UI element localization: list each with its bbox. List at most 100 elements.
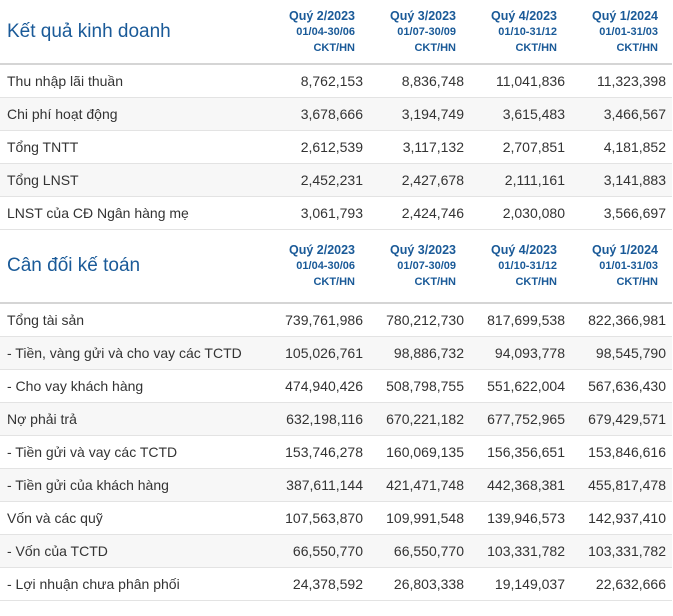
table-row: Chi phí hoạt động 3,678,666 3,194,749 3,615…: [0, 97, 672, 131]
row-value: 98,886,732: [369, 336, 470, 370]
row-value: 94,093,778: [470, 336, 571, 370]
row-value: 153,846,616: [571, 435, 672, 469]
row-label: - Tiền gửi và vay các TCTD: [0, 435, 268, 469]
period-unit: CKT/HN: [414, 41, 456, 54]
row-value: 677,752,965: [470, 402, 571, 436]
row-value: 3,566,697: [571, 196, 672, 230]
row-value: 142,937,410: [571, 501, 672, 535]
financial-summary-table: Kết quả kinh doanh Quý 2/2023 01/04-30/06 C…: [0, 0, 672, 601]
period-date-range: 01/01-31/03: [599, 25, 658, 38]
row-value: 160,069,135: [369, 435, 470, 469]
row-value: 474,940,426: [268, 369, 369, 403]
row-value: 508,798,755: [369, 369, 470, 403]
period-date-range: 01/07-30/09: [397, 25, 456, 38]
period-unit: CKT/HN: [515, 41, 557, 54]
row-value: 11,041,836: [470, 64, 571, 98]
row-value: 3,466,567: [571, 97, 672, 131]
row-value: 822,366,981: [571, 303, 672, 337]
table-row: - Vốn của TCTD 66,550,770 66,550,770 103,33…: [0, 534, 672, 568]
table-row: - Cho vay khách hàng 474,940,426 508,798,7…: [0, 369, 672, 403]
period-header: Quý 3/2023 01/07-30/09 CKT/HN: [369, 229, 470, 304]
row-value: 670,221,182: [369, 402, 470, 436]
table-row: - Tiền gửi của khách hàng 387,611,144 421,…: [0, 468, 672, 502]
table-row: Thu nhập lãi thuần 8,762,153 8,836,748 11,0…: [0, 64, 672, 98]
row-value: 2,707,851: [470, 130, 571, 164]
period-header: Quý 4/2023 01/10-31/12 CKT/HN: [470, 229, 571, 304]
row-label: Tổng LNST: [0, 163, 268, 197]
row-value: 3,194,749: [369, 97, 470, 131]
period-header: Quý 2/2023 01/04-30/06 CKT/HN: [268, 0, 369, 65]
period-unit: CKT/HN: [414, 276, 456, 288]
row-label: Nợ phải trả: [0, 402, 268, 436]
row-value: 3,061,793: [268, 196, 369, 230]
period-date-range: 01/01-31/03: [599, 260, 658, 272]
period-unit: CKT/HN: [515, 276, 557, 288]
row-value: 2,612,539: [268, 130, 369, 164]
row-value: 66,550,770: [369, 534, 470, 568]
row-value: 11,323,398: [571, 64, 672, 98]
period-quarter: Quý 3/2023: [389, 243, 456, 257]
period-header: Quý 1/2024 01/01-31/03 CKT/HN: [571, 229, 672, 304]
row-value: 632,198,116: [268, 402, 369, 436]
row-value: 3,117,132: [369, 130, 470, 164]
period-quarter: Quý 3/2023: [389, 8, 456, 23]
row-value: 2,424,746: [369, 196, 470, 230]
table-row: LNST của CĐ Ngân hàng mẹ 3,061,793 2,424,7…: [0, 196, 672, 230]
period-unit: CKT/HN: [313, 276, 355, 288]
section-header-row: Kết quả kinh doanh Quý 2/2023 01/04-30/06 C…: [0, 0, 672, 65]
row-value: 2,111,161: [470, 163, 571, 197]
section-header-row: Cân đối kế toán Quý 2/2023 01/04-30/06 CKT/…: [0, 229, 672, 304]
row-value: 8,836,748: [369, 64, 470, 98]
row-value: 153,746,278: [268, 435, 369, 469]
period-header: Quý 3/2023 01/07-30/09 CKT/HN: [369, 0, 470, 65]
row-value: 3,615,483: [470, 97, 571, 131]
period-header: Quý 1/2024 01/01-31/03 CKT/HN: [571, 0, 672, 65]
row-value: 739,761,986: [268, 303, 369, 337]
row-value: 3,141,883: [571, 163, 672, 197]
row-value: 105,026,761: [268, 336, 369, 370]
period-unit: CKT/HN: [616, 41, 658, 54]
row-value: 567,636,430: [571, 369, 672, 403]
row-value: 156,356,651: [470, 435, 571, 469]
table-row: Nợ phải trả 632,198,116 670,221,182 677,752…: [0, 402, 672, 436]
table-row: Tổng tài sản 739,761,986 780,212,730 817,69…: [0, 303, 672, 337]
row-value: 103,331,782: [470, 534, 571, 568]
row-value: 22,632,666: [571, 567, 672, 601]
period-date-range: 01/04-30/06: [296, 25, 355, 38]
period-header: Quý 4/2023 01/10-31/12 CKT/HN: [470, 0, 571, 65]
row-value: 19,149,037: [470, 567, 571, 601]
period-quarter: Quý 2/2023: [288, 8, 355, 23]
period-date-range: 01/10-31/12: [498, 260, 557, 272]
row-value: 2,452,231: [268, 163, 369, 197]
period-date-range: 01/10-31/12: [498, 25, 557, 38]
row-value: 66,550,770: [268, 534, 369, 568]
row-value: 107,563,870: [268, 501, 369, 535]
row-label: - Lợi nhuận chưa phân phối: [0, 567, 268, 601]
row-value: 387,611,144: [268, 468, 369, 502]
period-date-range: 01/07-30/09: [397, 260, 456, 272]
row-value: 98,545,790: [571, 336, 672, 370]
row-value: 139,946,573: [470, 501, 571, 535]
table-row: Tổng TNTT 2,612,539 3,117,132 2,707,851 4,18…: [0, 130, 672, 164]
row-label: Thu nhập lãi thuần: [0, 64, 268, 98]
row-label: Chi phí hoạt động: [0, 97, 268, 131]
row-label: - Tiền, vàng gửi và cho vay các TCTD: [0, 336, 268, 370]
row-value: 109,991,548: [369, 501, 470, 535]
row-value: 3,678,666: [268, 97, 369, 131]
row-value: 103,331,782: [571, 534, 672, 568]
section-title: Cân đối kế toán: [0, 229, 268, 304]
table-row: - Lợi nhuận chưa phân phối 24,378,592 26,8…: [0, 567, 672, 601]
section-title: Kết quả kinh doanh: [0, 0, 268, 65]
table-body: Kết quả kinh doanh Quý 2/2023 01/04-30/06 C…: [0, 0, 672, 601]
row-label: Tổng tài sản: [0, 303, 268, 337]
row-value: 4,181,852: [571, 130, 672, 164]
period-quarter: Quý 1/2024: [591, 8, 658, 23]
row-value: 421,471,748: [369, 468, 470, 502]
table-row: - Tiền gửi và vay các TCTD 153,746,278 160…: [0, 435, 672, 469]
row-value: 26,803,338: [369, 567, 470, 601]
row-label: Tổng TNTT: [0, 130, 268, 164]
period-unit: CKT/HN: [313, 41, 355, 54]
row-value: 442,368,381: [470, 468, 571, 502]
row-label: - Tiền gửi của khách hàng: [0, 468, 268, 502]
table-row: Vốn và các quỹ 107,563,870 109,991,548 139,…: [0, 501, 672, 535]
